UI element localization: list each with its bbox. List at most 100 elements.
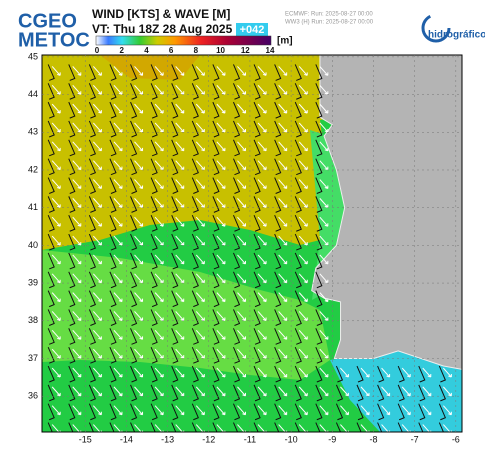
wind-barb <box>191 215 199 232</box>
wave-arrow <box>237 179 246 189</box>
wind-barb <box>68 120 76 138</box>
wind-barb <box>68 422 74 432</box>
wind-barb <box>68 177 76 194</box>
wind-barb <box>274 252 282 270</box>
wind-barb <box>315 120 323 138</box>
wind-barb <box>212 252 220 270</box>
wave-arrow <box>257 198 267 208</box>
wave-arrow <box>92 311 102 321</box>
wind-barb <box>274 101 282 119</box>
wind-barb <box>47 328 55 345</box>
wave-arrow <box>319 198 329 208</box>
wind-barb <box>356 403 364 421</box>
wave-arrow <box>257 84 267 95</box>
lat-tick-label: 42 <box>28 164 38 174</box>
wave-arrow <box>278 216 288 227</box>
wind-barb <box>150 384 158 402</box>
wind-barb <box>68 83 76 100</box>
lat-tick-label: 39 <box>28 277 38 287</box>
wave-arrow <box>72 216 82 227</box>
wind-barb <box>171 384 179 402</box>
wave-arrow <box>319 329 329 340</box>
wind-barb <box>130 290 138 308</box>
wind-barb <box>130 158 138 176</box>
wind-barb <box>109 309 117 326</box>
wave-arrow <box>92 103 102 114</box>
wind-barb <box>150 64 158 81</box>
lon-tick-label: -11 <box>244 434 256 444</box>
wind-barb <box>88 328 97 345</box>
wave-arrow <box>257 367 267 378</box>
wave-arrow <box>195 160 205 171</box>
wave-arrow <box>113 84 123 95</box>
wave-arrow <box>298 273 308 284</box>
wave-arrow <box>134 122 144 133</box>
wind-barb <box>191 403 199 421</box>
wind-barb <box>191 252 199 270</box>
wave-arrow <box>216 386 226 397</box>
wind-barb <box>68 328 76 345</box>
wind-barb <box>356 365 364 383</box>
wave-arrow <box>237 141 246 152</box>
wind-barb <box>274 120 282 138</box>
wind-barb <box>294 403 302 421</box>
wave-arrow <box>237 367 246 378</box>
wave-arrow <box>278 141 288 152</box>
wind-barb <box>315 422 321 432</box>
wind-barb <box>438 403 447 421</box>
wind-barb <box>253 233 261 251</box>
wind-barb <box>171 177 179 194</box>
wind-barb <box>212 233 220 251</box>
wind-barb <box>315 139 323 157</box>
wind-barb <box>171 403 179 421</box>
wave-arrow <box>175 405 185 416</box>
wind-barb <box>130 271 138 289</box>
wind-barb <box>294 346 302 364</box>
wave-arrow <box>278 348 288 359</box>
wave-arrow <box>216 424 226 432</box>
wind-barb <box>294 328 302 345</box>
wave-arrow <box>134 273 144 284</box>
wave-arrow <box>422 386 432 397</box>
wave-arrow <box>298 348 308 359</box>
wave-arrow <box>237 84 246 95</box>
wave-arrow <box>216 66 226 76</box>
wind-barb <box>150 196 158 213</box>
wave-arrow <box>113 292 123 303</box>
wave-arrow <box>51 329 61 340</box>
colorbar-tick-label: 0 <box>95 46 100 55</box>
wave-arrow <box>154 122 164 133</box>
wave-arrow <box>134 103 144 114</box>
wind-barb <box>68 215 76 232</box>
wind-barb <box>294 120 302 138</box>
wave-arrow <box>237 329 246 340</box>
wind-barb <box>150 309 158 326</box>
wind-barb <box>130 196 138 213</box>
wind-barb <box>171 365 179 383</box>
wind-barb <box>212 120 220 138</box>
wind-barb <box>47 309 55 326</box>
wave-arrow <box>237 254 246 265</box>
wind-barb <box>109 384 117 402</box>
wave-arrow <box>319 160 329 171</box>
wave-arrow <box>257 424 267 432</box>
wave-arrow <box>113 367 123 378</box>
lat-tick-label: 45 <box>28 51 38 61</box>
wave-arrow <box>175 179 185 189</box>
wind-barb <box>130 139 138 157</box>
wave-arrow <box>298 386 308 397</box>
colorbar <box>95 35 272 46</box>
wind-barb <box>294 233 302 251</box>
wind-barb <box>274 64 282 81</box>
wave-arrow <box>237 160 246 171</box>
wind-barb <box>47 252 55 270</box>
wave-arrow <box>92 198 102 208</box>
wind-barb <box>150 328 158 345</box>
wind-barb <box>294 196 302 213</box>
colorbar-unit: [m] <box>277 36 293 47</box>
wind-barb <box>68 64 76 81</box>
wave-arrow <box>51 141 61 152</box>
wave-arrow <box>134 311 144 321</box>
wave-arrow <box>257 311 267 321</box>
wave-arrow <box>134 141 144 152</box>
